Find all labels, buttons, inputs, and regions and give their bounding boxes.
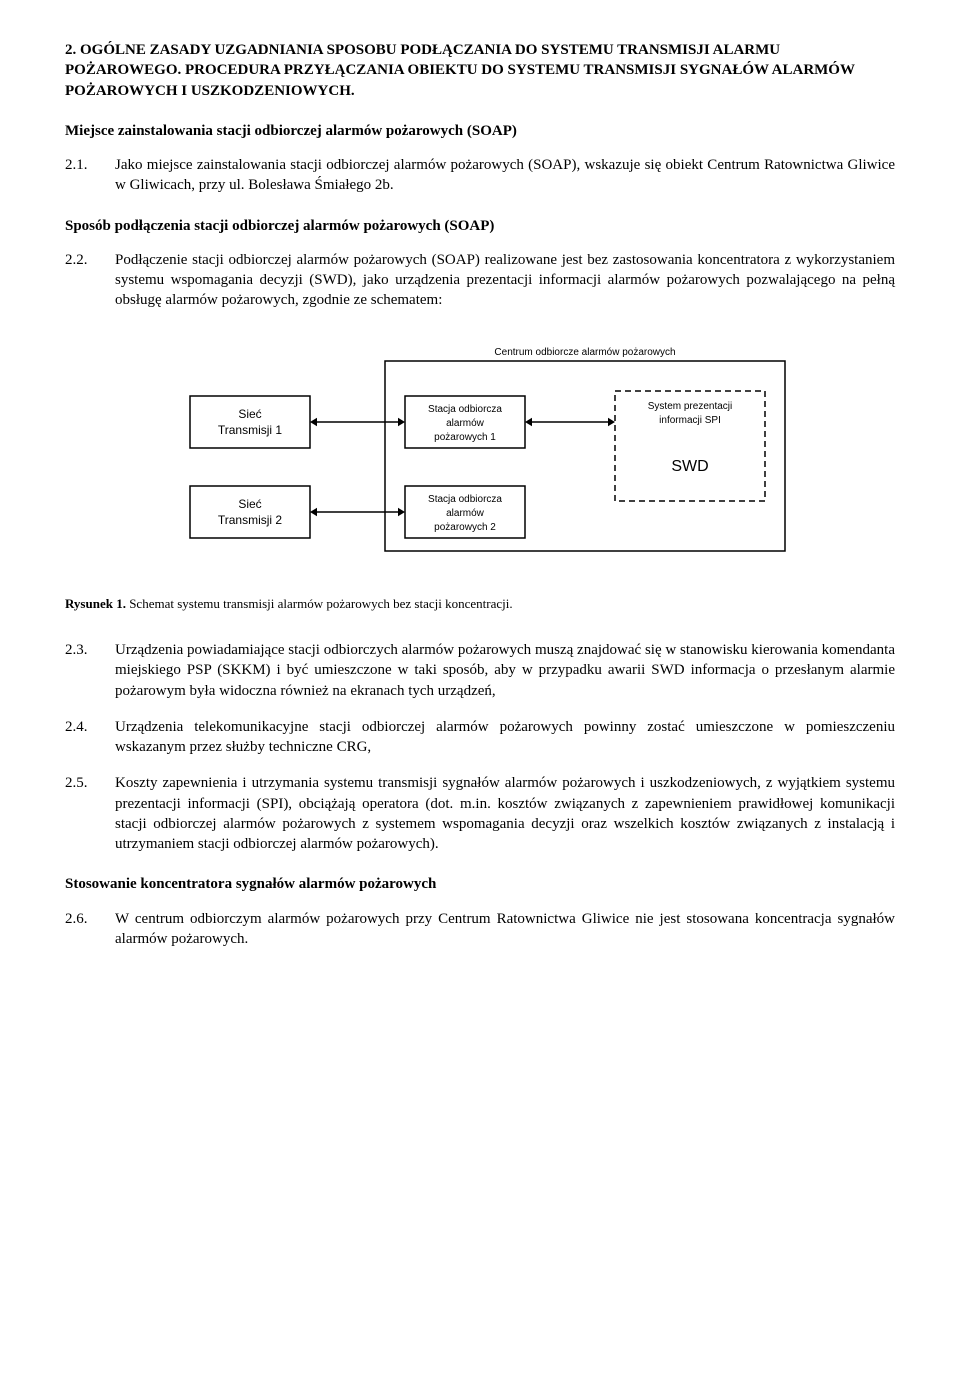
para-2-4: 2.4. Urządzenia telekomunikacyjne stacji…	[65, 717, 895, 758]
svg-text:Stacja odbiorcza: Stacja odbiorcza	[428, 404, 502, 415]
system-diagram: Centrum odbiorcze alarmów pożarowych Sieć…	[160, 341, 800, 571]
para-num: 2.6.	[65, 909, 115, 950]
svg-text:informacji SPI: informacji SPI	[659, 415, 721, 426]
para-body: Podłączenie stacji odbiorczej alarmów po…	[115, 250, 895, 311]
para-num: 2.5.	[65, 773, 115, 854]
para-2-6: 2.6. W centrum odbiorczym alarmów pożaro…	[65, 909, 895, 950]
subtitle-soap-location: Miejsce zainstalowania stacji odbiorczej…	[65, 121, 895, 141]
svg-text:SWD: SWD	[671, 458, 708, 475]
para-body: Koszty zapewnienia i utrzymania systemu …	[115, 773, 895, 854]
para-body: Urządzenia telekomunikacyjne stacji odbi…	[115, 717, 895, 758]
para-num: 2.4.	[65, 717, 115, 758]
para-2-2: 2.2. Podłączenie stacji odbiorczej alarm…	[65, 250, 895, 311]
svg-text:alarmów: alarmów	[446, 418, 485, 429]
subtitle-soap-connection: Sposób podłączenia stacji odbiorczej ala…	[65, 216, 895, 236]
para-2-1: 2.1. Jako miejsce zainstalowania stacji …	[65, 155, 895, 196]
svg-text:Centrum odbiorcze alarmów poża: Centrum odbiorcze alarmów pożarowych	[494, 347, 675, 358]
section-num: 2.	[65, 42, 76, 58]
para-body: Jako miejsce zainstalowania stacji odbio…	[115, 155, 895, 196]
svg-text:System prezentacji: System prezentacji	[648, 401, 732, 412]
svg-text:pożarowych 2: pożarowych 2	[434, 522, 496, 533]
svg-text:Transmisji 2: Transmisji 2	[218, 513, 283, 527]
para-2-5: 2.5. Koszty zapewnienia i utrzymania sys…	[65, 773, 895, 854]
para-body: W centrum odbiorczym alarmów pożarowych …	[115, 909, 895, 950]
svg-text:Sieć: Sieć	[238, 497, 261, 511]
para-2-3: 2.3. Urządzenia powiadamiające stacji od…	[65, 640, 895, 701]
figure-caption: Rysunek 1. Schemat systemu transmisji al…	[65, 595, 895, 613]
svg-text:Sieć: Sieć	[238, 407, 261, 421]
svg-text:pożarowych 1: pożarowych 1	[434, 432, 496, 443]
para-num: 2.1.	[65, 155, 115, 196]
svg-text:alarmów: alarmów	[446, 508, 485, 519]
svg-text:Transmisji 1: Transmisji 1	[218, 423, 283, 437]
caption-text: Schemat systemu transmisji alarmów pożar…	[126, 596, 513, 611]
para-num: 2.2.	[65, 250, 115, 311]
svg-text:Stacja odbiorcza: Stacja odbiorcza	[428, 494, 502, 505]
para-body: Urządzenia powiadamiające stacji odbiorc…	[115, 640, 895, 701]
para-num: 2.3.	[65, 640, 115, 701]
diagram-container: Centrum odbiorcze alarmów pożarowych Sieć…	[65, 341, 895, 571]
section-title-2: PROCEDURA PRZYŁĄCZANIA OBIEKTU DO SYSTEM…	[65, 62, 855, 98]
subtitle-concentrator: Stosowanie koncentratora sygnałów alarmó…	[65, 874, 895, 894]
caption-label: Rysunek 1.	[65, 596, 126, 611]
section-title: 2. OGÓLNE ZASADY UZGADNIANIA SPOSOBU POD…	[65, 40, 895, 101]
